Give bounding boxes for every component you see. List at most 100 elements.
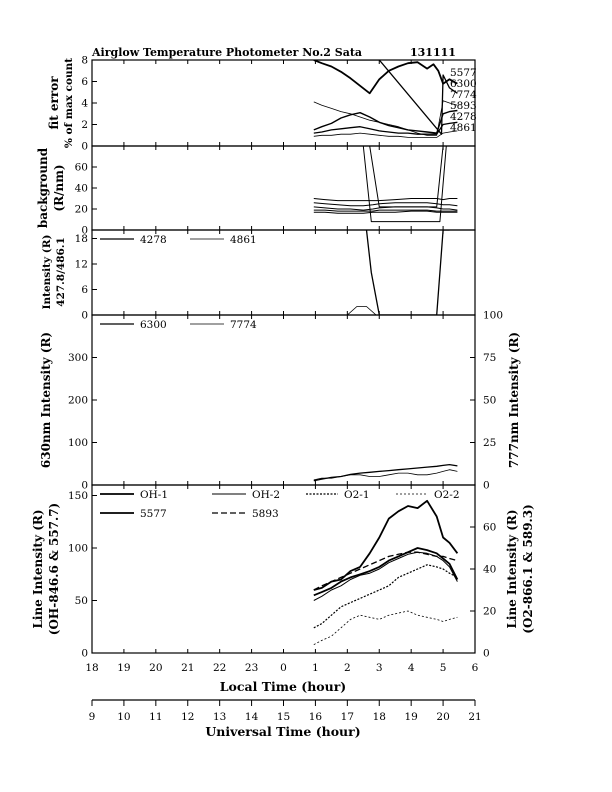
series-line-intensity-5577 — [313, 499, 459, 591]
local-time-tick-label: 20 — [149, 662, 162, 674]
legend-item: 7774 — [230, 319, 257, 331]
legend-item: 6300 — [140, 319, 167, 331]
universal-time-tick-label: 10 — [117, 711, 130, 723]
panel-line-intensity-ylabel-1: Line Intensity (R) — [31, 509, 45, 628]
panel-blue-lines-ytick-label: 18 — [75, 233, 88, 245]
panel-red-lines-ytick-right-label: 0 — [483, 480, 490, 492]
series-fit-error-4278 — [313, 121, 458, 135]
universal-time-tick-label: 16 — [309, 711, 323, 723]
panel-blue-lines-ytick-label: 12 — [75, 259, 88, 271]
series-fit-error-6300 — [313, 60, 458, 135]
panel-line-intensity-series-group — [313, 499, 459, 645]
panel-line-intensity-ytick-right-label: 0 — [483, 648, 490, 660]
panel-line-intensity-ytick-right-label: 40 — [483, 564, 496, 576]
local-time-tick-label: 6 — [472, 662, 479, 674]
series-blue-lines-4861 — [315, 306, 458, 315]
series-fit-error-5893 — [313, 109, 458, 134]
panel-blue-lines-ytick-label: 0 — [81, 310, 88, 322]
universal-time-label: Universal Time (hour) — [205, 724, 360, 739]
legend-item: O2-1 — [344, 489, 370, 501]
figure-title: Airglow Temperature Photometer No.2 Sata — [91, 46, 362, 59]
series-background-bg-4 — [313, 209, 458, 212]
panel-blue-lines-ylabel-2: 427.8/486.1 — [55, 237, 67, 307]
universal-time-tick-label: 17 — [341, 711, 354, 723]
series-fit-error-7774 — [313, 100, 458, 136]
panel-line-intensity-ytick-label: 100 — [68, 543, 88, 555]
panel-blue-lines-ylabel-1: Intensity (R) — [41, 235, 53, 310]
panel-line-intensity-ytick-label: 150 — [68, 490, 88, 502]
panel-fit-error-series-group — [313, 60, 458, 138]
series-red-lines-7774 — [313, 469, 458, 481]
local-time-tick-label: 4 — [408, 662, 415, 674]
panel-red-lines-ylabel-right: 777nm Intensity (R) — [507, 332, 521, 468]
universal-time-tick-label: 11 — [149, 711, 162, 723]
panel-red-lines-ytick-label: 100 — [68, 437, 88, 449]
series-fit-error-5577 — [313, 60, 458, 95]
local-time-tick-label: 21 — [181, 662, 194, 674]
legend-item: O2-2 — [434, 489, 460, 501]
series-background-bg-5 — [313, 210, 458, 214]
panel-red-lines-ytick-right-label: 75 — [483, 352, 496, 364]
series-background-bg-6 — [369, 146, 444, 208]
local-time-tick-label: 18 — [85, 662, 98, 674]
dynamic-layer: 0246855776300777458934278486102040600612… — [68, 55, 503, 724]
universal-time-tick-label: 9 — [89, 711, 96, 723]
universal-time-tick-label: 21 — [468, 711, 481, 723]
panel-line-intensity-ytick-right-label: 20 — [483, 606, 496, 618]
annotation-label: 5577 — [450, 67, 477, 79]
panel-fit-error-ytick-label: 8 — [81, 55, 88, 67]
panel-red-lines-ytick-label: 200 — [68, 395, 88, 407]
series-fit-error-4861 — [313, 130, 458, 138]
annotation-label: 6300 — [450, 78, 477, 90]
universal-time-tick-label: 19 — [404, 711, 417, 723]
universal-time-tick-label: 12 — [181, 711, 194, 723]
local-time-tick-label: 1 — [312, 662, 319, 674]
annotation-label: 4278 — [450, 111, 477, 123]
panel-red-lines-ytick-right-label: 25 — [483, 437, 496, 449]
series-line-intensity-oh-1 — [313, 547, 459, 597]
local-time-tick-label: 5 — [440, 662, 447, 674]
panel-red-lines-series-group — [313, 463, 458, 482]
panel-background-ytick-label: 0 — [81, 225, 88, 237]
local-time-tick-label: 22 — [213, 662, 226, 674]
panel-background-frame — [91, 145, 476, 231]
legend-item: OH-2 — [252, 489, 280, 501]
universal-time-tick-label: 15 — [277, 711, 290, 723]
series-background-bg-7 — [362, 146, 447, 223]
panel-fit-error-ylabel-1: fit error — [47, 76, 61, 130]
panel-fit-error-ytick-label: 0 — [81, 141, 88, 153]
series-background-bg-2 — [313, 202, 458, 207]
panel-background-ylabel-1: background — [36, 147, 50, 228]
panel-red-lines-ytick-label: 300 — [68, 352, 88, 364]
legend-item: 5893 — [252, 508, 279, 520]
series-line-intensity-oh-2 — [313, 551, 458, 601]
legend-item: 4861 — [230, 234, 257, 246]
series-red-lines-6300 — [313, 463, 458, 482]
panel-blue-lines-series-group — [315, 230, 458, 315]
series-line-intensity-o2-2 — [313, 610, 458, 645]
series-background-bg-1 — [313, 198, 458, 202]
annotation-label: 4861 — [450, 122, 477, 134]
panel-red-lines-frame — [91, 314, 476, 486]
panel-line-intensity-ytick-label: 50 — [75, 595, 88, 607]
panel-fit-error-ylabel-2: % of max count — [63, 58, 75, 148]
figure-date: 131111 — [410, 46, 456, 59]
legend-item: OH-1 — [140, 489, 168, 501]
panel-red-lines-ytick-right-label: 100 — [483, 310, 503, 322]
panel-fit-error-ytick-label: 4 — [81, 98, 88, 110]
panel-red-lines-ytick-right-label: 50 — [483, 395, 496, 407]
panel-red-lines-ytick-label: 0 — [81, 480, 88, 492]
panel-fit-error-ytick-label: 6 — [81, 76, 88, 88]
universal-time-tick-label: 14 — [245, 711, 259, 723]
local-time-tick-label: 2 — [344, 662, 351, 674]
panel-background-ytick-label: 60 — [75, 162, 88, 174]
universal-time-tick-label: 20 — [436, 711, 449, 723]
panel-blue-lines-ytick-label: 6 — [81, 284, 88, 296]
series-line-intensity-5893 — [313, 551, 458, 591]
annotation-label: 7774 — [450, 89, 477, 101]
local-time-tick-label: 0 — [280, 662, 287, 674]
legend-item: 4278 — [140, 234, 167, 246]
panel-line-intensity-ylabel-right-2: (O2-866.1 & 589.3) — [521, 504, 535, 633]
legend-item: 5577 — [140, 508, 167, 520]
